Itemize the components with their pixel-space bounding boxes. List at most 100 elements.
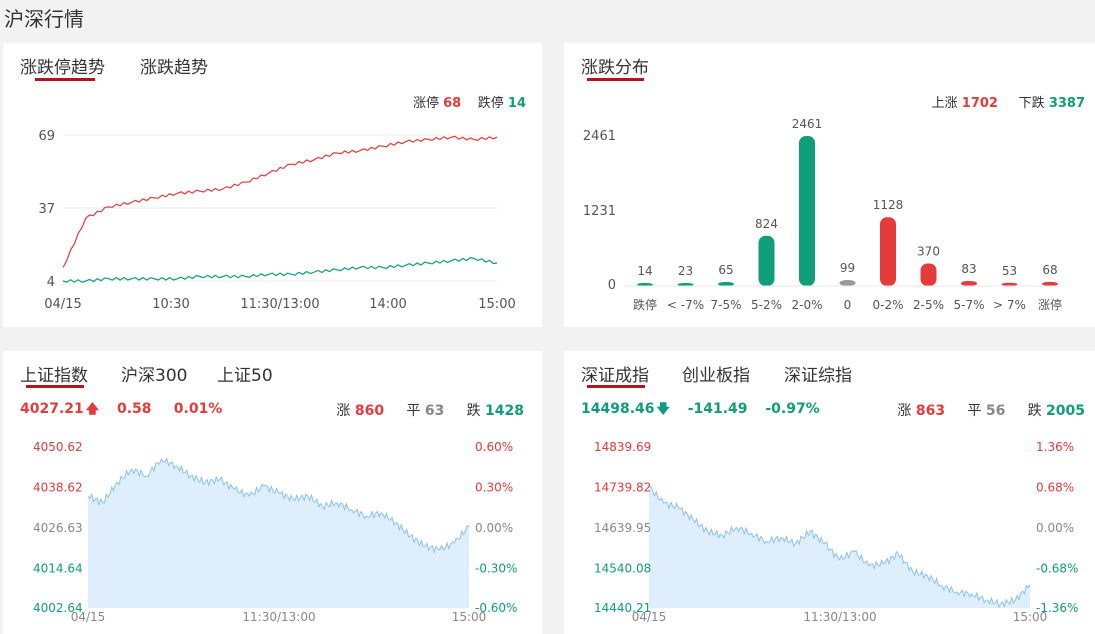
tab-chinext[interactable]: 创业板指 — [682, 366, 750, 386]
bar — [758, 235, 775, 286]
sh-intraday-chart: 4050.62 4038.62 4026.63 4014.64 4002.64 0.60%… — [33, 440, 517, 624]
flat-count-value: 56 — [985, 403, 1006, 419]
y-axis-price-label: 4050.62 — [33, 440, 83, 454]
y-axis-pct-label: -0.30% — [475, 562, 517, 576]
y-axis-price-label: 14540.08 — [594, 562, 651, 576]
y-tick-top: 69 — [38, 129, 55, 144]
price-line — [87, 456, 470, 554]
tab-limit-trend[interactable]: 涨跌停趋势 — [20, 58, 105, 78]
sh-price: 4027.21 — [20, 401, 84, 417]
y-tick-mid: 37 — [38, 202, 55, 217]
limit-up-label: 涨停 — [412, 96, 439, 111]
x-tick: 04/15 — [44, 297, 81, 312]
tab-up-down-trend[interactable]: 涨跌趋势 — [140, 58, 208, 78]
up-count-label: 涨 — [897, 403, 912, 419]
down-count-label: 跌 — [1027, 403, 1042, 419]
sz-intraday-chart: 14839.69 14739.82 14639.95 14540.08 14440.21… — [594, 440, 1078, 624]
sz-change-pct: -0.97% — [765, 401, 820, 417]
tab-sz-component[interactable]: 深证成指 — [581, 366, 649, 386]
limit-stats: 涨停 68 跌停 14 — [413, 92, 526, 111]
bar — [799, 136, 815, 286]
bar — [880, 217, 896, 286]
sz-price: 14498.46 — [581, 401, 655, 417]
sz-change: -141.49 — [687, 401, 748, 417]
tab-sh50[interactable]: 上证50 — [217, 366, 273, 386]
sh-change: 0.58 — [116, 401, 152, 417]
y-axis-pct-label: 1.36% — [1036, 440, 1074, 454]
y-axis-pct-label: -1.36% — [1036, 601, 1078, 615]
sz-breadth: 涨 863 平 56 跌 2005 — [897, 400, 1085, 420]
page-title: 沪深行情 — [4, 7, 84, 31]
category-label: 跌停 — [633, 297, 657, 312]
bar-value-label: 14 — [637, 264, 652, 278]
y-axis-pct-label: -0.68% — [1036, 562, 1078, 576]
flat-count-label: 平 — [967, 403, 982, 419]
shenzhen-index-panel: 深证成指 创业板指 深证综指 14498.46 🡇 -141.49 -0.97% … — [564, 351, 1095, 634]
shanghai-index-panel: 上证指数 沪深300 上证50 4027.21 🡅 0.58 0.01% 涨 86… — [3, 351, 542, 634]
category-label: > 7% — [993, 298, 1026, 312]
limit-trend-panel: 涨跌停趋势 涨跌趋势 涨停 68 跌停 14 69 37 4 04/15 10:… — [3, 43, 542, 327]
y-axis-price-label: 4026.63 — [33, 521, 83, 535]
bar-value-label: 2461 — [792, 117, 823, 131]
y-tick-bottom: 0 — [608, 278, 616, 293]
limit-down-label: 跌停 — [477, 96, 504, 111]
x-axis-time-label: 11:30/13:00 — [242, 610, 315, 624]
bar-value-label: 53 — [1002, 264, 1017, 278]
category-label: 2-5% — [913, 298, 944, 312]
y-axis-price-label: 14440.21 — [594, 601, 651, 615]
rise-label: 上涨 — [931, 96, 958, 111]
y-tick-mid: 1231 — [583, 204, 616, 219]
bar-value-label: 1128 — [873, 198, 904, 212]
distribution-panel: 涨跌分布 上涨 1702 下跌 3387 2461 1231 0 14 跌停 23 <… — [564, 43, 1095, 327]
bar — [718, 282, 734, 286]
x-axis-time-label: 04/15 — [632, 610, 667, 624]
bar — [839, 279, 856, 286]
active-tab-indicator — [587, 385, 645, 388]
category-label: < -7% — [667, 298, 704, 312]
x-tick: 10:30 — [152, 297, 189, 312]
bar-value-label: 370 — [917, 244, 940, 258]
up-count-value: 863 — [915, 403, 946, 419]
bar-value-label: 23 — [678, 264, 693, 278]
category-label: 涨停 — [1038, 297, 1062, 312]
y-tick-bottom: 4 — [47, 275, 55, 290]
fall-label: 下跌 — [1018, 96, 1045, 111]
active-tab-indicator — [35, 78, 95, 81]
bar — [637, 283, 653, 286]
fall-value: 3387 — [1048, 96, 1085, 111]
tab-sz-composite[interactable]: 深证综指 — [784, 366, 852, 386]
sh-quote: 4027.21 🡅 0.58 0.01% — [20, 400, 222, 422]
y-axis-pct-label: 0.30% — [475, 481, 513, 495]
category-label: 5-7% — [953, 298, 984, 312]
y-axis-price-label: 4038.62 — [33, 481, 83, 495]
price-area — [649, 486, 1030, 608]
down-count-value: 2005 — [1046, 403, 1085, 419]
limit-down-value: 14 — [507, 96, 526, 111]
tab-sh-composite[interactable]: 上证指数 — [20, 366, 88, 386]
tab-hs300[interactable]: 沪深300 — [121, 366, 188, 386]
tab-distribution[interactable]: 涨跌分布 — [581, 58, 649, 78]
up-count-label: 涨 — [336, 403, 351, 419]
y-axis-pct-label: 0.00% — [1036, 521, 1074, 535]
category-label: 0-2% — [872, 298, 903, 312]
x-tick: 14:00 — [369, 297, 406, 312]
limit-up-line — [62, 135, 498, 268]
bar-value-label: 68 — [1042, 263, 1057, 277]
y-axis-price-label: 14639.95 — [594, 521, 651, 535]
bar-value-label: 83 — [961, 262, 976, 276]
bar — [677, 283, 694, 286]
limit-up-value: 68 — [443, 96, 462, 111]
y-axis-pct-label: 0.00% — [475, 521, 513, 535]
sz-quote: 14498.46 🡇 -141.49 -0.97% — [581, 400, 820, 422]
distribution-chart: 2461 1231 0 14 跌停 23 < -7% 65 7-5% 824 5-2% 2461… — [583, 117, 1062, 312]
bar — [961, 280, 977, 286]
sh-change-pct: 0.01% — [173, 401, 223, 417]
bar — [920, 263, 937, 286]
dist-stats: 上涨 1702 下跌 3387 — [932, 92, 1085, 111]
arrow-up-icon: 🡅 — [85, 402, 100, 417]
price-area — [88, 458, 469, 608]
y-axis-price-label: 14739.82 — [594, 481, 651, 495]
active-tab-indicator — [26, 385, 84, 388]
flat-count-value: 63 — [424, 403, 445, 419]
active-tab-indicator — [587, 78, 644, 81]
